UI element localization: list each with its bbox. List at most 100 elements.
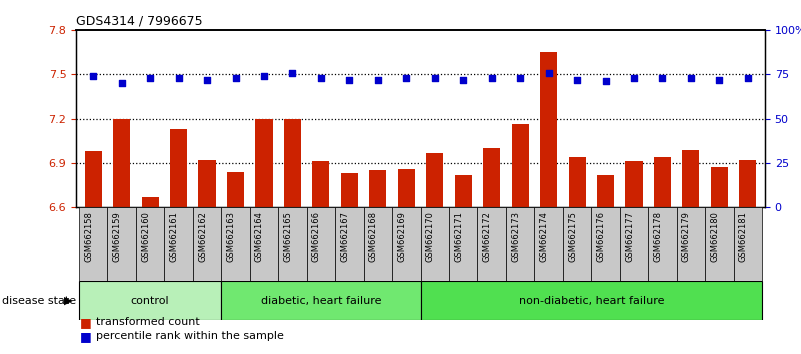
Point xyxy=(685,75,698,81)
Point xyxy=(513,75,526,81)
Bar xyxy=(164,207,193,281)
Text: GSM662177: GSM662177 xyxy=(625,211,634,262)
Bar xyxy=(677,207,705,281)
Bar xyxy=(398,169,415,207)
Text: GSM662176: GSM662176 xyxy=(597,211,606,262)
Text: GSM662158: GSM662158 xyxy=(84,211,93,262)
Point xyxy=(343,77,356,82)
Text: GSM662173: GSM662173 xyxy=(511,211,520,262)
Bar xyxy=(85,151,102,207)
Point xyxy=(172,75,185,81)
Bar xyxy=(312,161,329,207)
Text: transformed count: transformed count xyxy=(96,317,200,327)
Text: GSM662171: GSM662171 xyxy=(454,211,463,262)
Point xyxy=(200,77,213,82)
Point xyxy=(87,73,99,79)
Bar xyxy=(455,175,472,207)
Text: ■: ■ xyxy=(80,330,92,343)
Bar xyxy=(534,207,563,281)
Text: ■: ■ xyxy=(80,316,92,329)
Text: GSM662179: GSM662179 xyxy=(682,211,691,262)
Point xyxy=(429,75,441,81)
Bar xyxy=(364,207,392,281)
Point xyxy=(400,75,413,81)
Bar xyxy=(477,207,506,281)
Text: GSM662172: GSM662172 xyxy=(483,211,492,262)
Text: GSM662170: GSM662170 xyxy=(426,211,435,262)
Bar xyxy=(540,52,557,207)
Text: GSM662178: GSM662178 xyxy=(654,211,662,262)
Bar xyxy=(79,207,107,281)
Bar xyxy=(563,207,591,281)
Text: GSM662166: GSM662166 xyxy=(312,211,321,262)
Bar xyxy=(193,207,221,281)
Bar xyxy=(79,281,221,320)
Point xyxy=(315,75,328,81)
Bar xyxy=(369,170,386,207)
Text: GSM662175: GSM662175 xyxy=(568,211,577,262)
Text: GSM662164: GSM662164 xyxy=(255,211,264,262)
Bar xyxy=(221,281,421,320)
Bar xyxy=(221,207,250,281)
Bar xyxy=(107,207,136,281)
Text: GSM662169: GSM662169 xyxy=(397,211,406,262)
Text: GSM662160: GSM662160 xyxy=(141,211,150,262)
Point xyxy=(599,79,612,84)
Text: control: control xyxy=(131,296,170,306)
Bar xyxy=(569,157,586,207)
Bar xyxy=(620,207,648,281)
Text: GSM662163: GSM662163 xyxy=(227,211,235,262)
Point xyxy=(457,77,469,82)
Text: GSM662180: GSM662180 xyxy=(710,211,719,262)
Text: GSM662181: GSM662181 xyxy=(739,211,748,262)
Bar xyxy=(705,207,734,281)
Point xyxy=(372,77,384,82)
Point xyxy=(229,75,242,81)
Bar xyxy=(626,161,642,207)
Text: non-diabetic, heart failure: non-diabetic, heart failure xyxy=(518,296,664,306)
Bar xyxy=(506,207,534,281)
Text: percentile rank within the sample: percentile rank within the sample xyxy=(96,331,284,341)
Point xyxy=(286,70,299,75)
Text: GSM662167: GSM662167 xyxy=(340,211,349,262)
Bar xyxy=(136,207,164,281)
Text: disease state: disease state xyxy=(2,296,77,306)
Bar xyxy=(340,173,358,207)
Bar xyxy=(113,119,131,207)
Bar xyxy=(421,281,762,320)
Point xyxy=(742,75,755,81)
Bar xyxy=(284,119,301,207)
Bar xyxy=(335,207,364,281)
Text: GDS4314 / 7996675: GDS4314 / 7996675 xyxy=(76,14,203,27)
Bar xyxy=(426,153,443,207)
Bar xyxy=(483,148,501,207)
Bar xyxy=(512,125,529,207)
Bar xyxy=(199,160,215,207)
Point xyxy=(115,80,128,86)
Bar xyxy=(421,207,449,281)
Bar xyxy=(682,149,699,207)
Bar xyxy=(710,167,728,207)
Bar xyxy=(392,207,421,281)
Bar xyxy=(256,119,272,207)
Bar xyxy=(250,207,278,281)
Bar xyxy=(739,160,756,207)
Bar xyxy=(307,207,335,281)
Text: GSM662168: GSM662168 xyxy=(368,211,378,262)
Point xyxy=(570,77,583,82)
Bar xyxy=(654,157,671,207)
Bar xyxy=(142,197,159,207)
Bar xyxy=(591,207,620,281)
Point xyxy=(258,73,271,79)
Text: diabetic, heart failure: diabetic, heart failure xyxy=(260,296,381,306)
Bar xyxy=(734,207,762,281)
Text: GSM662162: GSM662162 xyxy=(198,211,207,262)
Point xyxy=(628,75,641,81)
Point xyxy=(143,75,156,81)
Text: GSM662161: GSM662161 xyxy=(170,211,179,262)
Point xyxy=(485,75,498,81)
Point xyxy=(542,70,555,75)
Bar xyxy=(170,129,187,207)
Bar xyxy=(597,175,614,207)
Point xyxy=(656,75,669,81)
